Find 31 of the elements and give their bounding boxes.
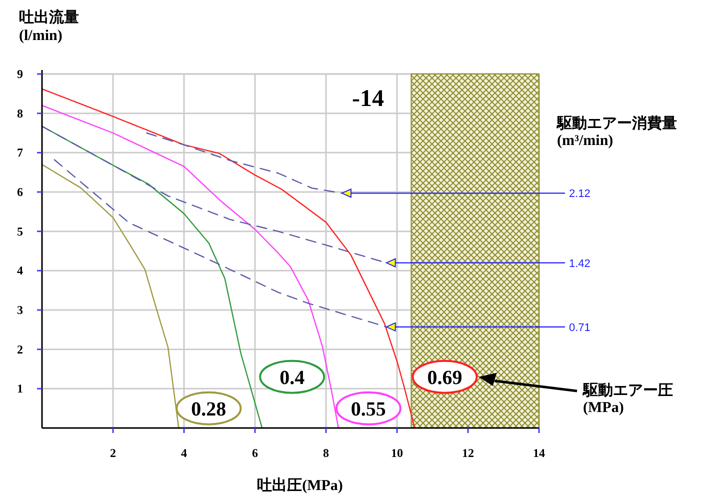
y-tick-label: 5 — [17, 224, 23, 238]
series-label: 0.55 — [350, 398, 386, 420]
line-series — [41, 104, 340, 429]
y-tick-label: 4 — [17, 264, 23, 278]
y-tick-label: 8 — [17, 106, 23, 120]
x-tick-label: 4 — [181, 446, 187, 460]
y-tick-label: 7 — [17, 146, 23, 160]
x-tick-label: 10 — [391, 446, 403, 460]
y-axis-title: 吐出流量 (l/min) — [19, 8, 79, 44]
text: 0.71 — [569, 322, 590, 334]
series-label: 0.4 — [280, 366, 305, 389]
line-series — [41, 88, 416, 429]
annotation: -14 — [352, 86, 384, 112]
y-tick-label: 3 — [17, 303, 23, 317]
x-tick-label: 14 — [533, 446, 545, 460]
x-tick-label: 2 — [110, 446, 116, 460]
line-series — [41, 164, 180, 429]
y-tick-label: 2 — [17, 342, 23, 356]
text: 2.12 — [569, 188, 590, 200]
text: 1.42 — [569, 258, 590, 270]
x-tick-label: 6 — [252, 446, 258, 460]
y-tick-label: 6 — [17, 185, 23, 199]
text: 駆動エアー圧 (MPa) — [582, 382, 673, 416]
x-axis-title: 吐出圧(MPa) — [257, 477, 343, 494]
legend-title: 駆動エアー消費量 (m³/min) — [556, 115, 677, 149]
series-label: 0.28 — [191, 398, 226, 420]
series-label: 0.69 — [427, 366, 462, 389]
x-tick-label: 12 — [462, 446, 474, 460]
x-tick-label: 8 — [323, 446, 329, 460]
y-tick-label: 1 — [17, 382, 23, 396]
y-tick-label: 9 — [17, 67, 23, 81]
